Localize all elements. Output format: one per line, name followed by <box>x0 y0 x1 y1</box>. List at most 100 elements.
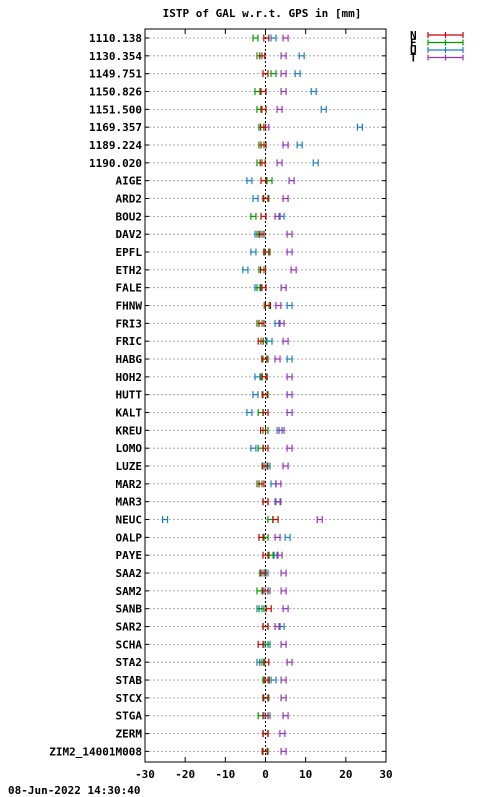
station-label: OALP <box>116 531 143 544</box>
data-point-e <box>268 551 275 559</box>
data-point-n <box>261 373 268 381</box>
station-label: NEUC <box>116 514 143 527</box>
data-point-t <box>276 551 283 559</box>
data-point-u <box>252 195 259 203</box>
station-label: 1149.751 <box>89 68 142 81</box>
data-point-t <box>286 391 293 399</box>
data-point-n <box>260 88 267 96</box>
data-point-n <box>260 569 267 577</box>
data-point-n <box>263 248 270 256</box>
data-point-e <box>256 587 263 595</box>
data-point-u <box>294 70 301 78</box>
data-point-u <box>320 105 327 113</box>
data-point-e <box>254 88 261 96</box>
station-label: SAR2 <box>116 621 143 634</box>
station-label: HOH2 <box>116 371 143 384</box>
data-point-n <box>262 551 269 559</box>
data-point-t <box>282 337 289 345</box>
station-labels: 1110.138 1130.354 1149.751 1150.826 1151.500… <box>49 32 142 758</box>
data-point-t <box>286 409 293 417</box>
data-point-u <box>246 177 253 185</box>
data-point-n <box>263 34 270 42</box>
station-label: SAA2 <box>116 567 143 580</box>
data-point-n <box>265 605 272 613</box>
station-label: STA2 <box>116 656 143 669</box>
data-point-t <box>280 640 287 648</box>
data-point-n <box>259 52 266 60</box>
data-point-u <box>242 266 249 274</box>
data-point-n <box>257 640 264 648</box>
station-label: FHNW <box>116 300 143 313</box>
data-point-t <box>286 444 293 452</box>
data-point-t <box>282 195 289 203</box>
data-point-u <box>270 676 277 684</box>
data-point-t <box>278 319 285 327</box>
data-point-t <box>282 462 289 470</box>
data-point-t <box>282 605 289 613</box>
data-point-n <box>258 230 265 238</box>
station-label: PAYE <box>116 549 143 562</box>
data-point-t <box>286 248 293 256</box>
data-point-n <box>262 409 269 417</box>
data-point-u <box>286 355 293 363</box>
data-point-u <box>246 409 253 417</box>
data-point-u <box>252 391 259 399</box>
data-point-e <box>270 70 277 78</box>
data-point-t <box>290 266 297 274</box>
station-label: 1150.826 <box>89 86 142 99</box>
station-label: DAV2 <box>116 228 143 241</box>
station-label: MAR3 <box>116 496 143 509</box>
data-point-n <box>257 337 264 345</box>
data-point-t <box>280 587 287 595</box>
station-label: SANB <box>116 603 143 616</box>
data-point-t <box>274 212 281 220</box>
x-tick-label: 20 <box>339 768 352 781</box>
station-label: FRIC <box>116 335 143 348</box>
station-label: 1130.354 <box>89 50 142 63</box>
x-tick-label: -10 <box>215 768 235 781</box>
station-label: ETH2 <box>116 264 143 277</box>
x-tick-label: 30 <box>379 768 392 781</box>
legend-label-t: T <box>410 52 417 65</box>
station-label: AIGE <box>116 175 143 188</box>
station-label: LOMO <box>116 442 143 455</box>
data-point-t <box>275 302 282 310</box>
data-point-t <box>280 70 287 78</box>
data-point-u <box>310 88 317 96</box>
station-label: ARD2 <box>116 193 143 206</box>
series-marks <box>161 34 363 755</box>
x-tick-label: 0 <box>262 768 269 781</box>
station-label: 1169.357 <box>89 121 142 134</box>
data-point-n <box>262 444 269 452</box>
data-point-n <box>261 462 268 470</box>
data-point-t <box>280 676 287 684</box>
station-label: ZERM <box>116 728 143 741</box>
data-point-t <box>274 355 281 363</box>
station-label: FRI3 <box>116 317 143 330</box>
data-point-t <box>274 623 281 631</box>
data-point-n <box>260 141 267 149</box>
data-point-t <box>286 230 293 238</box>
data-point-u <box>250 444 257 452</box>
data-point-t <box>282 141 289 149</box>
data-point-u <box>298 52 305 60</box>
data-point-n <box>258 533 265 541</box>
data-point-n <box>258 319 265 327</box>
data-point-t <box>280 88 287 96</box>
data-point-n <box>259 266 267 274</box>
station-label: KREU <box>116 424 143 437</box>
data-point-t <box>280 747 287 755</box>
x-tick-label: 10 <box>299 768 312 781</box>
data-point-u <box>266 337 273 345</box>
data-point-n <box>260 177 267 185</box>
legend-swatch-t <box>427 54 464 61</box>
legend-label-e: E <box>410 37 417 50</box>
data-point-t <box>280 694 287 702</box>
x-tick-label: -20 <box>175 768 195 781</box>
data-point-t <box>282 34 289 42</box>
data-point-n <box>261 391 268 399</box>
station-label: BOU2 <box>116 210 143 223</box>
data-point-n <box>262 623 269 631</box>
